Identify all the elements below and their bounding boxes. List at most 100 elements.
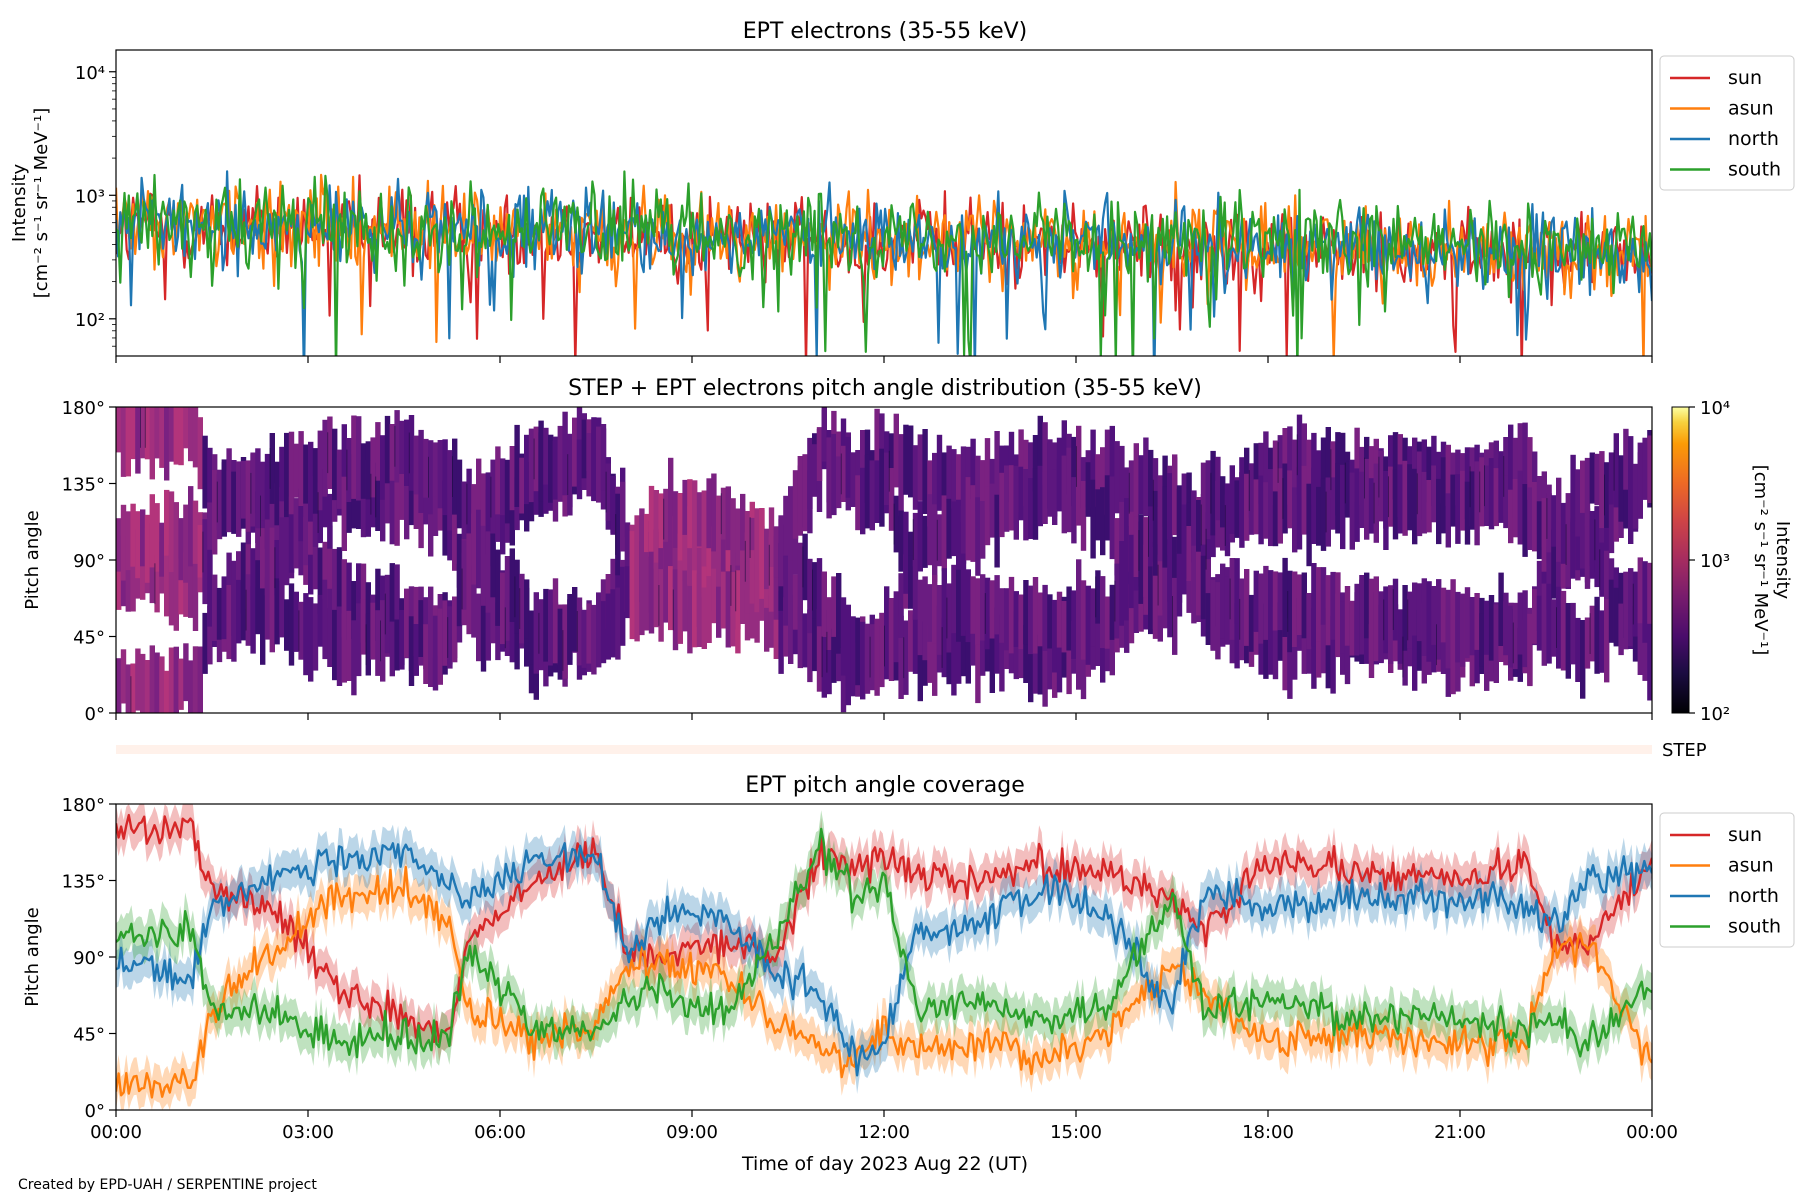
pad-cell (1157, 506, 1163, 562)
pad-cell (1013, 591, 1019, 647)
pad-cell (1090, 588, 1096, 647)
pad-cell (509, 481, 515, 546)
pad-cell (1186, 552, 1192, 613)
pad-cell (668, 566, 674, 631)
pad-cell (1224, 576, 1231, 645)
pad-cell (1196, 551, 1202, 616)
pad-cell (1018, 466, 1024, 521)
pad-cell (1512, 479, 1519, 538)
pad-cell (658, 528, 664, 596)
pad-cell (1018, 621, 1024, 679)
pad-cell (1253, 479, 1259, 535)
pad-cell (231, 471, 237, 534)
pad-cell (423, 624, 429, 684)
pad-cell (1306, 439, 1312, 506)
pad-cell (284, 599, 290, 651)
x-tick-label: 18:00 (1242, 1122, 1294, 1143)
pad-cell (380, 600, 386, 682)
pad-cell (1527, 437, 1533, 500)
pad-cell (965, 477, 971, 561)
pad-cell (1148, 506, 1154, 567)
pad-cell (1637, 557, 1643, 624)
pad-cell (1052, 469, 1058, 525)
pad-cell (1234, 558, 1240, 624)
pad-cell (216, 469, 223, 540)
pad-cell (1527, 487, 1533, 550)
pad-cell-dark (1503, 456, 1505, 497)
pad-cell (365, 613, 371, 676)
pad-cell-dark (1138, 530, 1140, 571)
pad-cell (1364, 458, 1370, 540)
pad-cell (1061, 601, 1067, 653)
pad-cell (221, 462, 227, 537)
pad-cell (140, 407, 146, 459)
pad-cell (466, 533, 472, 587)
pad-cell (1047, 636, 1053, 690)
pad-cell (1474, 461, 1480, 546)
pad-cell (658, 569, 664, 642)
pad-cell (1412, 468, 1418, 545)
pad-cell (240, 581, 247, 641)
pad-cell (586, 603, 592, 664)
pad-cell (341, 424, 347, 477)
pad-cell (476, 458, 482, 522)
pad-cell (1109, 476, 1115, 560)
pad-cell (480, 544, 487, 606)
pad-cell (581, 419, 587, 479)
pad-cell (1263, 603, 1269, 679)
pad-cell-dark (298, 610, 300, 652)
pad-cell (807, 558, 813, 634)
pad-cell (130, 536, 136, 612)
pad-cell (605, 463, 611, 521)
colorbar-label-2: [cm⁻² s⁻¹ sr⁻¹ MeV⁻¹] (1750, 465, 1771, 656)
pad-cell (1306, 483, 1312, 567)
pad-cell (888, 468, 895, 531)
pad-cell (1450, 620, 1456, 695)
pad-cell (576, 597, 583, 666)
pad-cell (159, 522, 165, 577)
pad-cell (1551, 599, 1557, 657)
pad-cell (1613, 587, 1619, 647)
pad-cell (1455, 474, 1461, 544)
pad-cell (1090, 479, 1096, 559)
pad-cell (1330, 441, 1336, 498)
pad-cell (1589, 519, 1595, 579)
pad-cell-dark (1402, 636, 1404, 678)
pad-cell (255, 448, 261, 529)
pad-cell (1632, 571, 1639, 637)
pad-cell (202, 612, 208, 674)
colorbar-label-1: Intensity (1772, 521, 1793, 600)
pad-cell-dark (1128, 472, 1130, 514)
pad-cell (1426, 480, 1432, 533)
pad-cell (1392, 469, 1399, 540)
pad-cell (380, 472, 386, 542)
pad-cell (1104, 429, 1111, 515)
pad-cell (452, 596, 458, 659)
pad-cell (1037, 592, 1043, 647)
pad-cell (183, 407, 189, 449)
pad-cell (125, 664, 131, 713)
pad-cell (322, 419, 328, 497)
pad-cell (807, 437, 813, 509)
pad-cell (1436, 478, 1442, 545)
pad-cell-dark (1373, 482, 1375, 524)
pad-cell-dark (1330, 449, 1332, 491)
pad-cell (696, 492, 703, 547)
pad-cell (1076, 469, 1082, 526)
pad-cell (1388, 585, 1394, 664)
pad-cell-dark (375, 476, 377, 518)
pad-cell (1282, 428, 1288, 493)
pad-cell (250, 452, 256, 527)
pad-cell-dark (144, 407, 146, 448)
pad-cell (188, 407, 194, 462)
pad-cell (855, 475, 861, 531)
pad-cell (1148, 555, 1154, 635)
pad-cell (826, 610, 832, 695)
pad-cell (404, 457, 410, 540)
pad-cell (1143, 517, 1149, 598)
pad-cell (178, 658, 184, 710)
pad-cell (653, 562, 659, 628)
pad-cell-dark (912, 519, 914, 560)
pad-cell (1618, 455, 1624, 522)
